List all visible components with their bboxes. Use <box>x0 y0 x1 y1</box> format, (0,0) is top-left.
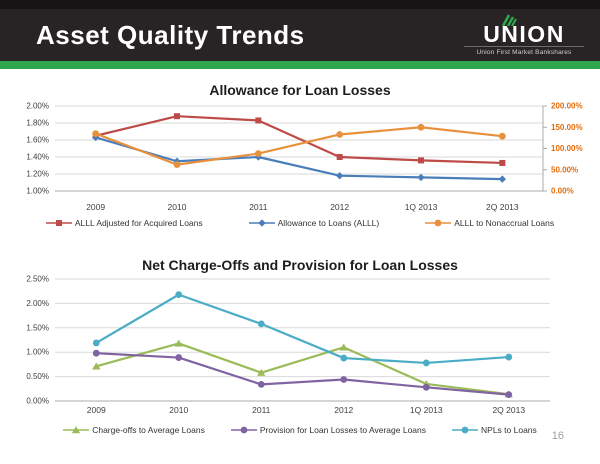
allowance-chart-canvas: 1.00% 1.20% 1.40% 1.60% 1.80% 2.00% 0.00% 50.00… <box>26 102 583 213</box>
legend-item: Allowance to Loans (ALLL) <box>248 218 380 228</box>
chargeoffs-chart-legend: Charge-offs to Average Loans Provision fo… <box>0 425 600 435</box>
legend-label: Allowance to Loans (ALLL) <box>277 218 380 228</box>
svg-text:2010: 2010 <box>168 202 187 212</box>
svg-text:2Q 2013: 2Q 2013 <box>486 202 519 212</box>
svg-text:200.00%: 200.00% <box>551 102 583 111</box>
svg-text:0.00%: 0.00% <box>551 187 574 196</box>
svg-text:2011: 2011 <box>252 405 271 415</box>
svg-text:1.80%: 1.80% <box>26 119 49 128</box>
svg-text:2.50%: 2.50% <box>26 275 49 284</box>
legend-marker-icon <box>63 426 90 434</box>
svg-text:1.50%: 1.50% <box>26 323 49 332</box>
chart-section-chargeoffs: Net Charge-Offs and Provision for Loan L… <box>0 257 600 435</box>
legend-marker-icon <box>248 219 275 227</box>
logo-tagline: Union First Market Bankshares <box>464 46 584 56</box>
logo-leaf-icon <box>501 14 517 26</box>
legend-item: Provision for Loan Losses to Average Loa… <box>230 425 427 435</box>
svg-text:2.00%: 2.00% <box>26 299 49 308</box>
svg-text:1.00%: 1.00% <box>26 348 49 357</box>
svg-text:100.00%: 100.00% <box>551 144 583 153</box>
legend-marker-icon <box>45 220 72 226</box>
legend-marker-icon <box>425 219 452 227</box>
svg-text:1.60%: 1.60% <box>26 136 49 145</box>
accent-bar <box>0 61 600 69</box>
legend-label: ALLL to Nonaccrual Loans <box>454 218 555 228</box>
legend-label: NPLs to Loans <box>481 425 537 435</box>
svg-text:2012: 2012 <box>334 405 353 415</box>
svg-text:2012: 2012 <box>330 202 349 212</box>
svg-text:2009: 2009 <box>87 405 106 415</box>
chart-section-allowance: Allowance for Loan Losses 1.00% 1.20% 1.40… <box>0 82 600 228</box>
svg-text:0.00%: 0.00% <box>26 397 49 406</box>
legend-item: NPLs to Loans <box>452 425 537 435</box>
legend-marker-icon <box>452 426 479 434</box>
svg-text:2011: 2011 <box>249 202 268 212</box>
series-line <box>92 123 506 169</box>
series-line <box>92 349 513 399</box>
page-number: 16 <box>551 430 564 442</box>
legend-label: ALLL Adjusted for Acquired Loans <box>74 218 203 228</box>
legend-label: Provision for Loan Losses to Average Loa… <box>259 425 427 435</box>
svg-text:2.00%: 2.00% <box>26 102 49 111</box>
chargeoffs-chart-canvas: 0.00% 0.50% 1.00% 1.50% 2.00% 2.50% 2009 2010 20… <box>26 275 550 415</box>
allowance-chart-legend: ALLL Adjusted for Acquired Loans Allowanc… <box>0 218 600 228</box>
union-logo: UNION Union First Market Bankshares <box>464 14 584 56</box>
legend-item: Charge-offs to Average Loans <box>63 425 205 435</box>
chart-title-allowance: Allowance for Loan Losses <box>209 82 391 98</box>
svg-text:0.50%: 0.50% <box>26 372 49 381</box>
svg-text:150.00%: 150.00% <box>551 123 583 132</box>
svg-text:1.20%: 1.20% <box>26 170 49 179</box>
svg-text:2009: 2009 <box>86 202 105 212</box>
svg-text:1Q 2013: 1Q 2013 <box>410 405 443 415</box>
legend-label: Charge-offs to Average Loans <box>92 425 205 435</box>
svg-text:2010: 2010 <box>169 405 188 415</box>
legend-item: ALLL Adjusted for Acquired Loans <box>45 218 203 228</box>
svg-text:2Q 2013: 2Q 2013 <box>492 405 525 415</box>
legend-marker-icon <box>230 426 257 434</box>
series-line <box>92 291 513 367</box>
svg-text:1.40%: 1.40% <box>26 153 49 162</box>
logo-wordmark: UNION <box>483 21 565 47</box>
legend-item: ALLL to Nonaccrual Loans <box>425 218 554 228</box>
svg-text:50.00%: 50.00% <box>551 165 578 174</box>
svg-text:1.00%: 1.00% <box>26 187 49 196</box>
slide-header: Asset Quality Trends UNION Union First M… <box>0 0 600 61</box>
page-title: Asset Quality Trends <box>36 19 305 50</box>
chart-title-chargeoffs: Net Charge-Offs and Provision for Loan L… <box>142 257 458 273</box>
svg-text:1Q 2013: 1Q 2013 <box>405 202 438 212</box>
series-line <box>91 133 507 183</box>
